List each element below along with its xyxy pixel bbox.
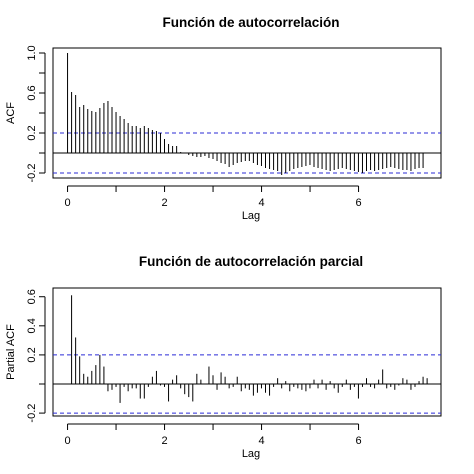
pacf-x-tick-label: 6 xyxy=(355,435,361,447)
pacf-panel: Función de autocorrelación parcial Lag P… xyxy=(5,254,442,460)
pacf-y-tick-label: 0.6 xyxy=(26,289,38,304)
pacf-x-tick-label: 2 xyxy=(161,435,167,447)
acf-y-tick-label: 0.6 xyxy=(26,85,38,100)
acf-y-tick-label: 1.0 xyxy=(26,45,38,60)
pacf-x-tick-label: 0 xyxy=(64,435,70,447)
pacf-y-tick-label: -0.2 xyxy=(26,404,38,423)
acf-bars xyxy=(53,53,441,175)
acf-title: Función de autocorrelación xyxy=(162,15,339,30)
pacf-axes: 0 2 4 6 -0.2 0.2 0.4 0.6 xyxy=(26,289,362,447)
pacf-y-tick-label: 0.4 xyxy=(26,318,38,333)
acf-x-tick-label: 6 xyxy=(355,197,361,209)
acf-x-tick-label: 0 xyxy=(64,197,70,209)
pacf-xlabel: Lag xyxy=(242,448,260,460)
acf-xlabel: Lag xyxy=(242,210,260,222)
pacf-y-tick-label: 0.2 xyxy=(26,347,38,362)
acf-ylabel: ACF xyxy=(5,102,17,124)
pacf-bars xyxy=(53,295,441,414)
acf-plot-frame xyxy=(52,47,442,179)
pacf-title: Función de autocorrelación parcial xyxy=(139,254,363,269)
acf-axes: 0 2 4 6 -0.2 0.2 0.6 1.0 xyxy=(26,45,362,209)
acf-x-tick-label: 4 xyxy=(258,197,264,209)
acf-y-tick-label: -0.2 xyxy=(26,164,38,183)
pacf-ylabel: Partial ACF xyxy=(5,324,17,380)
pacf-plot-frame xyxy=(52,287,442,417)
acf-x-tick-label: 2 xyxy=(161,197,167,209)
acf-y-tick-label: 0.2 xyxy=(26,125,38,140)
pacf-x-tick-label: 4 xyxy=(258,435,264,447)
acf-panel: Función de autocorrelación Lag ACF 0 2 4 6 -… xyxy=(5,15,442,222)
